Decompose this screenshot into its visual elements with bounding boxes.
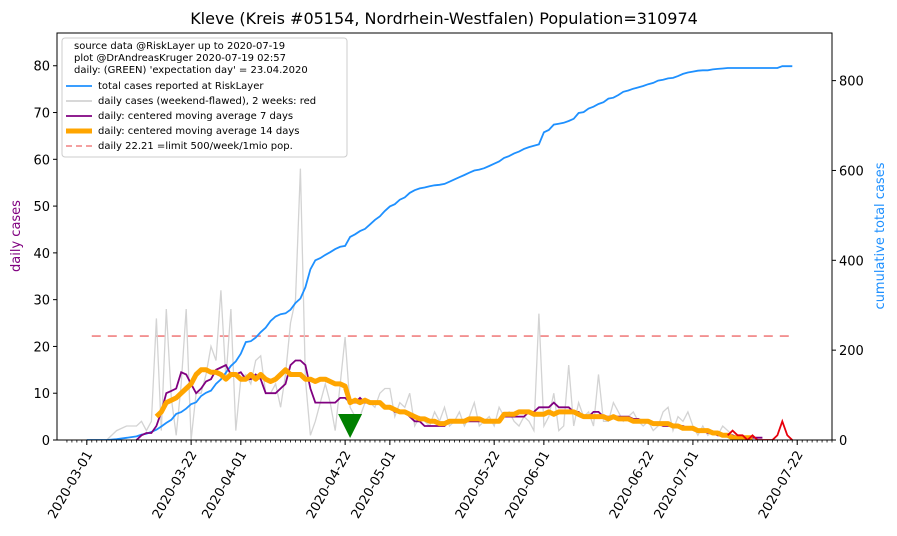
left-tick-label: 50 <box>33 200 50 215</box>
left-tick-label: 60 <box>33 153 50 168</box>
legend-ma14-label: daily: centered moving average 14 days <box>98 126 299 137</box>
left-axis-ticks: 0 10 20 30 40 50 60 70 80 <box>33 60 57 449</box>
legend-ma7-label: daily: centered moving average 7 days <box>98 111 293 122</box>
left-tick-label: 10 <box>33 387 50 402</box>
ma14-line <box>154 367 753 440</box>
legend-info-expectation: daily: (GREEN) 'expectation day' = 23.04… <box>74 65 308 76</box>
expectation-day-marker <box>338 413 363 438</box>
recent-daily-line <box>727 418 793 440</box>
left-tick-label: 30 <box>33 294 50 309</box>
total-cases-line <box>86 65 793 440</box>
right-tick-label: 400 <box>839 254 864 269</box>
right-tick-label: 200 <box>839 344 864 359</box>
legend-info-plot: plot @DrAndreasKruger 2020-07-19 02:57 <box>74 53 286 64</box>
legend-total-label: total cases reported at RiskLayer <box>98 81 264 92</box>
left-tick-label: 0 <box>42 434 50 449</box>
y-axis-label-right: cumulative total cases <box>873 162 888 309</box>
legend-limit-label: daily 22.21 =limit 500/week/1mio pop. <box>98 141 293 152</box>
legend: source data @RiskLayer up to 2020-07-19 … <box>61 37 348 158</box>
chart-title: Kleve (Kreis #05154, Nordrhein-Westfalen… <box>190 9 698 28</box>
left-tick-label: 70 <box>33 107 50 122</box>
legend-box <box>61 37 348 158</box>
legend-daily-label: daily cases (weekend-flawed), 2 weeks: r… <box>98 96 316 107</box>
right-tick-label: 800 <box>839 75 864 90</box>
series-layer <box>86 65 793 440</box>
right-tick-label: 600 <box>839 164 864 179</box>
right-axis-ticks: 0 200 400 600 800 <box>832 75 864 449</box>
left-tick-label: 20 <box>33 340 50 355</box>
y-axis-label-left: daily cases <box>9 200 24 272</box>
left-tick-label: 40 <box>33 247 50 262</box>
left-tick-label: 80 <box>33 60 50 75</box>
right-tick-label: 0 <box>839 434 847 449</box>
legend-info-source: source data @RiskLayer up to 2020-07-19 <box>74 41 285 52</box>
